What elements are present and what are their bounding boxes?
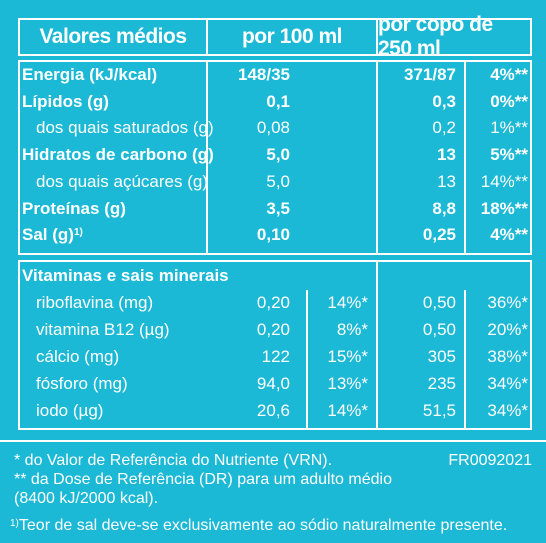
value-per-100ml: 122 [261,347,290,366]
vitamin-label: iodo (µg) [36,401,104,420]
vitamin-row: iodo (µg) 20,6 14%* 51,5 34%* [18,399,532,423]
divider [306,290,308,430]
nutrient-row: Proteínas (g) 3,5 8,8 18%** [18,197,532,221]
percent-dr: 5%** [490,145,528,165]
nutrient-row: Lípidos (g) 0,1 0,3 0%** [18,90,532,114]
percent-vrn-250ml: 34%* [487,374,528,393]
percent-dr: 0%** [490,91,528,111]
value-per-250ml: 0,3 [432,91,456,111]
separator [0,440,546,442]
value-per-100ml: 5,0 [266,171,290,191]
value-per-100ml: 0,20 [256,293,290,312]
footnote-dr-line1: ** da Dose de Referência (DR) para um ad… [14,471,392,488]
footnote-marker: 1) [73,227,83,239]
header-values: Valores médios [18,18,208,56]
nutrient-row: Energia (kJ/kcal) 148/35 371/87 4%** [18,63,532,87]
divider [464,290,466,430]
nutrient-row: dos quais açúcares (g) 5,0 13 14%** [18,170,532,194]
vitamin-label: cálcio (mg) [36,347,120,366]
value-per-100ml: 0,20 [256,320,290,339]
nutrient-label: Lípidos (g) [22,91,109,111]
nutrient-row: Hidratos de carbono (g) 5,0 13 5%** [18,143,532,167]
divider [376,60,378,255]
value-per-250ml: 0,50 [422,320,456,339]
vitamin-row: riboflavina (mg) 0,20 14%* 0,50 36%* [18,291,532,315]
divider [206,60,208,255]
value-per-250ml: 0,2 [432,118,456,138]
vitamin-label: riboflavina (mg) [36,293,154,312]
percent-dr: 14%** [480,171,528,191]
value-per-250ml: 0,50 [422,293,456,312]
percent-vrn-100ml: 14%* [327,401,368,420]
value-per-250ml: 305 [427,347,456,366]
divider [376,260,378,430]
percent-vrn-250ml: 38%* [487,347,528,366]
nutrient-label: dos quais açúcares (g) [36,171,208,191]
vitamins-title: Vitaminas e sais minerais [22,266,229,285]
footnote-vrn: * do Valor de Referência do Nutriente (V… [14,452,333,469]
vitamins-title-row: Vitaminas e sais minerais [18,264,532,288]
percent-dr: 18%** [480,198,528,218]
value-per-100ml: 0,08 [256,118,290,138]
footnote-salt: 1)Teor de sal deve-se exclusivamente ao … [10,516,507,536]
percent-vrn-100ml: 13%* [327,374,368,393]
percent-vrn-100ml: 15%* [327,347,368,366]
product-code: FR0092021 [448,452,532,469]
percent-dr: 4%** [490,65,528,84]
header-per-250ml: por copo de 250 ml [376,13,532,60]
value-per-250ml: 13 [437,145,456,165]
value-per-100ml: 20,6 [256,401,290,420]
value-per-100ml: 3,5 [266,198,290,218]
value-per-250ml: 51,5 [422,401,456,420]
percent-vrn-100ml: 14%* [327,293,368,312]
value-per-100ml: 148/35 [238,65,290,84]
percent-vrn-250ml: 36%* [487,293,528,312]
nutrients-table [18,60,532,255]
divider [464,60,466,255]
vitamins-table [18,260,532,430]
vitamin-label: fósforo (mg) [36,374,128,393]
value-per-250ml: 235 [427,374,456,393]
header-per-100ml: por 100 ml [206,18,378,56]
value-per-100ml: 94,0 [256,374,290,393]
percent-dr: 1%** [490,118,528,138]
value-per-250ml: 8,8 [432,198,456,218]
percent-dr: 4%** [490,225,528,245]
vitamin-label: vitamina B12 (µg) [36,320,170,339]
vitamin-row: cálcio (mg) 122 15%* 305 38%* [18,345,532,369]
value-per-100ml: 0,1 [266,91,290,111]
vitamin-row: fósforo (mg) 94,0 13%* 235 34%* [18,372,532,396]
nutrient-label: Energia (kJ/kcal) [22,65,158,84]
footnote-salt-text: Teor de sal deve-se exclusivamente ao só… [18,517,508,534]
nutrient-label: Sal (g)1) [22,225,83,245]
percent-vrn-250ml: 20%* [487,320,528,339]
percent-vrn-250ml: 34%* [487,401,528,420]
footnote-dr-line2: (8400 kJ/2000 kcal). [14,490,159,507]
nutrient-label: Hidratos de carbono (g) [22,145,214,165]
footnote-salt-marker: 1) [10,518,19,529]
value-per-250ml: 13 [437,171,456,191]
vitamin-row: vitamina B12 (µg) 0,20 8%* 0,50 20%* [18,318,532,342]
nutrient-label: Proteínas (g) [22,198,126,218]
percent-vrn-100ml: 8%* [336,320,368,339]
nutrient-row: Sal (g)1) 0,10 0,25 4%** [18,223,532,247]
value-per-100ml: 0,10 [256,225,290,245]
nutrient-label: dos quais saturados (g) [36,118,214,138]
nutrient-row: dos quais saturados (g) 0,08 0,2 1%** [18,116,532,140]
value-per-100ml: 5,0 [266,145,290,165]
value-per-250ml: 371/87 [404,65,456,84]
value-per-250ml: 0,25 [422,225,456,245]
